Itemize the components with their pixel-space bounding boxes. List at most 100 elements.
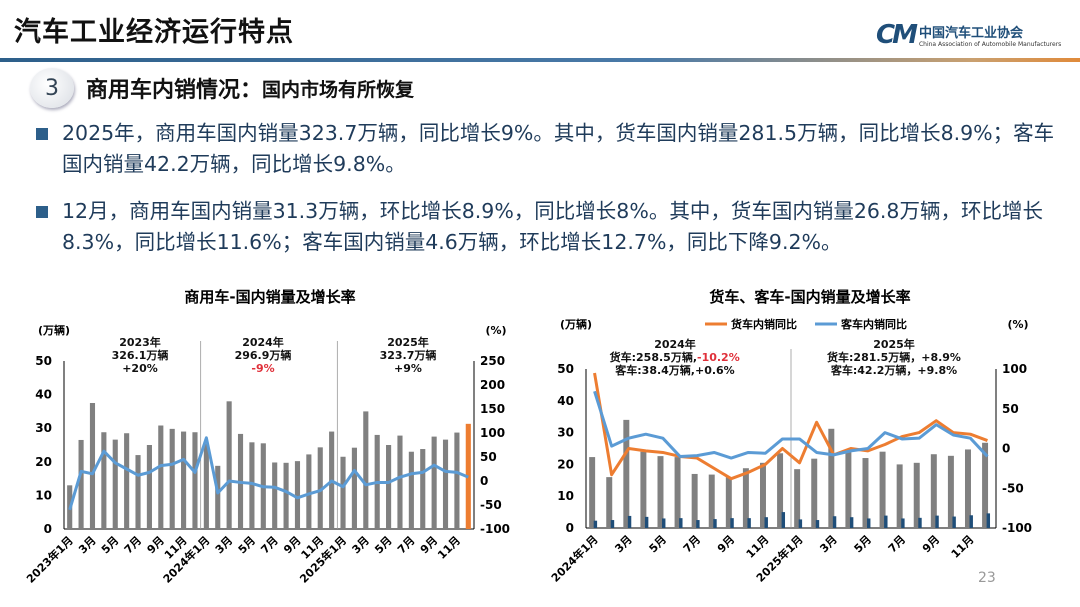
x-tick-label: 3月 [817,533,839,555]
bar [845,451,852,528]
bar-secondary [815,520,820,528]
y2-tick-label: 100 [1002,362,1027,376]
annotation-text: 323.7万辆 [380,348,437,362]
bar [351,447,357,529]
y-axis-unit-label: (万辆) [38,323,70,337]
bar [294,461,301,529]
bar-secondary [867,518,871,528]
bar [725,477,732,528]
bar [691,473,698,528]
bar [777,453,784,528]
y2-tick-label: 200 [480,378,505,392]
y-tick-label: 10 [35,488,52,502]
bar-secondary [781,512,786,528]
bar-secondary [730,518,734,528]
x-tick-label: 5月 [372,534,394,556]
x-tick-label: 5月 [236,534,258,556]
bullet-list: 2025年，商用车国内销量323.7万辆，同比增长9%。其中，货车国内销量281… [36,118,1066,274]
bullet-december: 12月，商用车国内销量31.3万辆，环比增长8.9%，同比增长8%。其中，货车国… [36,196,1066,258]
annotation-text: 326.1万辆 [112,348,169,362]
caam-logo-mark: CM [876,20,918,50]
x-tick-label: 9月 [920,533,942,555]
growth-line [593,390,989,460]
bar-secondary [713,519,717,528]
bar [317,447,323,529]
y-tick-label: 40 [557,394,574,408]
bar [930,454,937,528]
x-tick-label: 7月 [122,534,144,556]
x-tick-label: 7月 [395,534,417,556]
bar-secondary [662,518,666,528]
bar [589,457,596,528]
bar-secondary [918,517,922,528]
bar-secondary [849,517,854,528]
bar [828,428,835,528]
annotation-text: +20% [122,362,158,375]
caam-logo: CM 中国汽车工业协会 China Association of Automob… [876,20,1061,50]
bar-secondary [679,518,683,528]
bar [306,454,312,529]
logo-en-text: China Association of Automobile Manufact… [918,41,1062,48]
annotation-text: 2024年 [242,335,284,349]
y2-tick-label: 150 [480,402,505,416]
bar [879,451,886,528]
annotation-text: -9% [251,362,274,375]
y2-tick-label: -50 [480,498,502,512]
bullet-annual: 2025年，商用车国内销量323.7万辆，同比增长9%。其中，货车国内销量281… [36,118,1066,180]
x-tick-label: 5月 [647,533,669,555]
bar [386,445,392,529]
annotation-text: 2025年 [873,337,915,351]
page-number: 23 [978,570,996,586]
annotation-text: 货车:258.5万辆, [609,350,697,364]
header-divider [0,58,1080,62]
x-tick-label: 3月 [612,533,634,555]
bar [272,462,278,529]
y2-tick-label: 100 [480,426,505,440]
bar [249,442,255,529]
annotation-highlight-text: -10.2% [697,351,740,364]
bar [982,442,989,528]
bar-secondary [593,520,598,528]
bar-secondary [832,516,837,528]
bar [742,468,749,528]
bar [78,439,84,529]
x-tick-label: 7月 [681,533,703,555]
x-tick-label: 11月 [435,534,463,562]
bar [623,419,630,528]
annotation-text: 2024年 [654,337,696,351]
bar-secondary [696,520,700,528]
bar [947,455,954,528]
x-tick-label: 7月 [258,534,280,556]
growth-line [593,372,988,481]
bar [913,462,920,528]
chart-title: 商用车-国内销量及增长率 [184,288,355,306]
y-tick-label: 0 [566,521,574,535]
bar-secondary [901,518,905,528]
bar [169,428,175,529]
y2-tick-label: -50 [1002,481,1024,495]
bar [420,449,426,529]
bar-secondary [798,519,803,528]
bar [158,425,164,529]
bar [146,445,152,529]
y-tick-label: 50 [35,354,52,368]
bar [896,464,903,528]
annotation-text: 客车:42.2万辆，+9.8% [830,363,957,377]
bar-secondary [952,516,956,528]
growth-line [68,436,469,511]
y2-tick-label: 0 [480,474,488,488]
bar [708,474,715,528]
bar [203,443,209,529]
bar [215,465,221,529]
bar-secondary [969,515,973,528]
chart-title: 货车、客车-国内销量及增长率 [709,288,910,306]
annotation-text: +9% [394,362,422,375]
x-tick-label: 3月 [76,534,98,556]
bar [192,432,198,529]
y2-tick-label: 0 [1002,442,1010,456]
legend-label: 客车内销同比 [840,317,907,331]
bar [101,432,107,529]
y2-tick-label: 50 [480,450,497,464]
annotation-text: 2023年 [119,335,161,349]
bar [640,451,647,528]
